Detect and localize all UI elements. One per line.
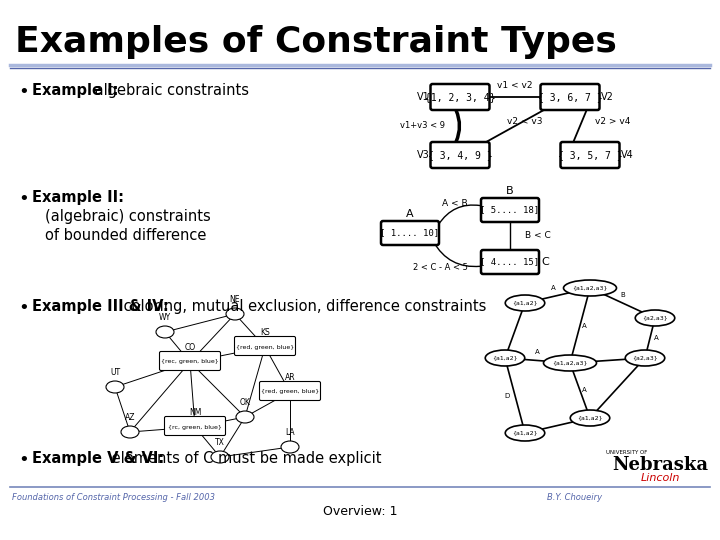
- Text: v2 > v4: v2 > v4: [595, 117, 631, 125]
- Ellipse shape: [625, 350, 665, 366]
- Text: •: •: [18, 451, 29, 469]
- Text: NE: NE: [230, 295, 240, 304]
- Ellipse shape: [505, 295, 545, 311]
- Text: •: •: [18, 83, 29, 101]
- Ellipse shape: [485, 350, 525, 366]
- Ellipse shape: [211, 451, 229, 463]
- FancyBboxPatch shape: [160, 352, 220, 370]
- Text: Lincoln: Lincoln: [640, 473, 680, 483]
- FancyBboxPatch shape: [431, 142, 490, 168]
- Text: of bounded difference: of bounded difference: [45, 228, 207, 243]
- Text: NM: NM: [189, 408, 201, 417]
- Text: [ 4.... 15]: [ 4.... 15]: [480, 258, 539, 267]
- Text: Nebraska: Nebraska: [612, 456, 708, 474]
- Text: UNIVERSITY OF: UNIVERSITY OF: [606, 450, 648, 456]
- Text: {a1,a2}: {a1,a2}: [577, 415, 603, 421]
- Text: [ 5.... 18]: [ 5.... 18]: [480, 206, 539, 214]
- Text: AR: AR: [284, 373, 295, 382]
- Text: WY: WY: [159, 313, 171, 322]
- Text: {a1,a2}: {a1,a2}: [512, 430, 538, 435]
- Text: TX: TX: [215, 438, 225, 447]
- Text: {a1,a2}: {a1,a2}: [512, 300, 538, 306]
- Text: { 3, 4, 9 }: { 3, 4, 9 }: [428, 150, 492, 160]
- Text: UT: UT: [110, 368, 120, 377]
- Text: {red, green, blue}: {red, green, blue}: [236, 345, 294, 349]
- FancyBboxPatch shape: [481, 250, 539, 274]
- Text: {a1,a2,a3}: {a1,a2,a3}: [552, 361, 588, 366]
- Ellipse shape: [156, 326, 174, 338]
- Text: {red, green, blue}: {red, green, blue}: [261, 389, 319, 395]
- Text: V3: V3: [417, 150, 430, 160]
- Text: {a1,a2,a3}: {a1,a2,a3}: [572, 286, 608, 291]
- Ellipse shape: [570, 410, 610, 426]
- Text: A: A: [582, 322, 586, 328]
- Text: A: A: [551, 285, 556, 291]
- Ellipse shape: [544, 355, 596, 371]
- Text: (algebraic) constraints: (algebraic) constraints: [45, 209, 211, 224]
- Text: B: B: [506, 186, 514, 196]
- Text: Example I:: Example I:: [32, 83, 119, 98]
- FancyBboxPatch shape: [481, 198, 539, 222]
- Ellipse shape: [635, 310, 675, 326]
- Text: A: A: [535, 349, 540, 355]
- Text: { 3, 5, 7 }: { 3, 5, 7 }: [558, 150, 622, 160]
- FancyBboxPatch shape: [541, 84, 600, 110]
- FancyBboxPatch shape: [431, 84, 490, 110]
- Text: {a2,a3}: {a2,a3}: [632, 355, 658, 361]
- Text: 2 < C - A < 5: 2 < C - A < 5: [413, 263, 467, 272]
- Text: Example V & VI:: Example V & VI:: [32, 451, 164, 466]
- Text: A < B: A < B: [442, 199, 468, 208]
- Text: Examples of Constraint Types: Examples of Constraint Types: [15, 25, 617, 59]
- Text: •: •: [18, 299, 29, 317]
- Ellipse shape: [226, 308, 244, 320]
- Ellipse shape: [106, 381, 124, 393]
- Text: v1 < v2: v1 < v2: [498, 81, 533, 90]
- Text: B < C: B < C: [525, 232, 551, 240]
- Ellipse shape: [564, 280, 616, 296]
- Text: coloring, mutual exclusion, difference constraints: coloring, mutual exclusion, difference c…: [119, 299, 487, 314]
- Ellipse shape: [236, 411, 254, 423]
- Text: {rec, green, blue}: {rec, green, blue}: [161, 360, 219, 365]
- FancyBboxPatch shape: [259, 381, 320, 401]
- Text: {rc, green, blue}: {rc, green, blue}: [168, 424, 222, 429]
- Text: V1: V1: [417, 92, 430, 102]
- Text: KS: KS: [260, 328, 270, 337]
- Text: A: A: [582, 388, 586, 394]
- Ellipse shape: [505, 425, 545, 441]
- Text: elements of C must be made explicit: elements of C must be made explicit: [107, 451, 382, 466]
- Text: Foundations of Constraint Processing - Fall 2003: Foundations of Constraint Processing - F…: [12, 493, 215, 502]
- Text: B.Y. Choueiry: B.Y. Choueiry: [547, 493, 603, 502]
- Text: Example II:: Example II:: [32, 190, 124, 205]
- FancyBboxPatch shape: [560, 142, 619, 168]
- Text: { 3, 6, 7 }: { 3, 6, 7 }: [538, 92, 603, 102]
- Ellipse shape: [121, 426, 139, 438]
- Text: B: B: [620, 292, 625, 298]
- Text: [ 1.... 10]: [ 1.... 10]: [380, 228, 440, 238]
- Text: Example III & IV:: Example III & IV:: [32, 299, 168, 314]
- Text: C: C: [541, 257, 549, 267]
- Text: algebraic constraints: algebraic constraints: [90, 83, 249, 98]
- Text: Overview: 1: Overview: 1: [323, 505, 397, 518]
- FancyBboxPatch shape: [381, 221, 439, 245]
- Text: {a2,a3}: {a2,a3}: [642, 315, 668, 321]
- Text: v2 < v3: v2 < v3: [508, 118, 543, 126]
- Text: V4: V4: [621, 150, 634, 160]
- Ellipse shape: [281, 441, 299, 453]
- FancyBboxPatch shape: [235, 336, 295, 355]
- Text: •: •: [18, 190, 29, 208]
- Text: {a1,a2}: {a1,a2}: [492, 355, 518, 361]
- Text: {1, 2, 3, 4}: {1, 2, 3, 4}: [425, 92, 495, 102]
- Text: A: A: [654, 335, 658, 341]
- Text: V2: V2: [600, 92, 613, 102]
- Text: OK: OK: [240, 398, 251, 407]
- FancyBboxPatch shape: [164, 416, 225, 435]
- Text: v1+v3 < 9: v1+v3 < 9: [400, 122, 444, 131]
- Text: D: D: [505, 393, 510, 399]
- Text: AZ: AZ: [125, 413, 135, 422]
- Text: CO: CO: [184, 343, 196, 352]
- Text: A: A: [406, 209, 414, 219]
- Text: LA: LA: [285, 428, 294, 437]
